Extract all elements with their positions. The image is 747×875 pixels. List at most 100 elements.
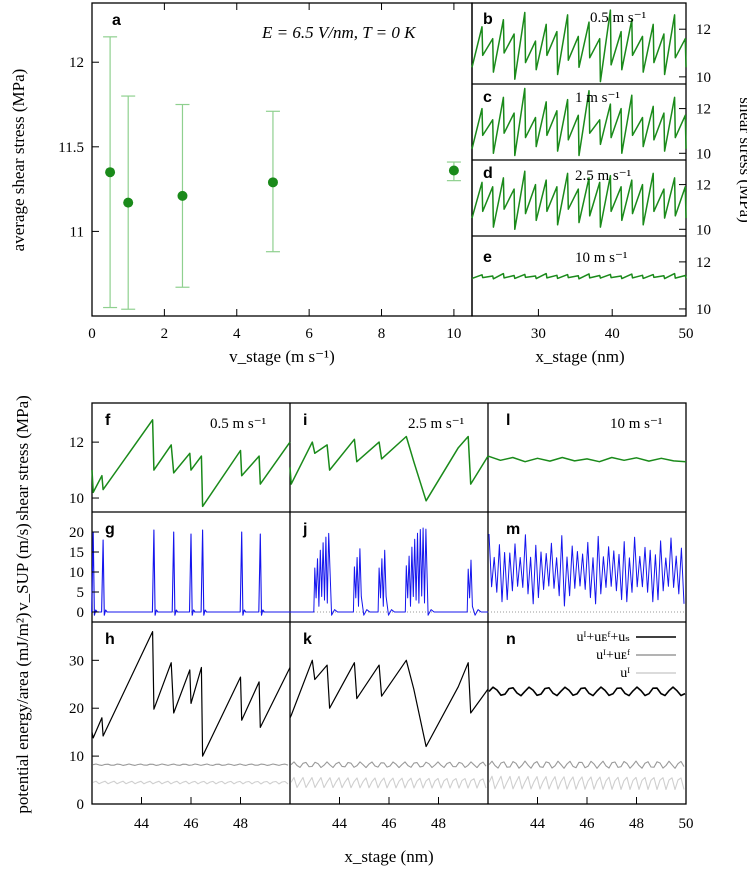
panel-label-a: a <box>112 12 121 29</box>
legend-label-i: uᴵ <box>620 666 630 681</box>
panel-f-ylabel: shear stress (MPa) <box>13 395 32 521</box>
y-tick-label: 0 <box>77 797 85 813</box>
panel-label-j: j <box>302 521 307 538</box>
panels-fn-ticks: 10 12 0 5 10 15 20 0 10 20 30 44 46 48 44 46 48 44 46 48 50 <box>69 435 694 832</box>
stress-series-c <box>471 87 687 157</box>
panel-label-e: e <box>483 249 492 266</box>
y-tick-label: 12 <box>69 55 84 71</box>
x-tick-label: 44 <box>530 816 546 832</box>
y-tick-label: 10 <box>69 749 84 765</box>
speed-label-f: 0.5 m s⁻¹ <box>210 416 266 432</box>
panels-b-e: 10 12 10 12 10 12 10 12 30 40 50 b c d e 0.5 m s⁻¹… <box>471 2 747 366</box>
x-tick-label: 44 <box>332 816 348 832</box>
y-tick-label: 10 <box>696 146 711 162</box>
x-tick-label: 48 <box>431 816 446 832</box>
y-tick-label: 10 <box>69 565 84 581</box>
data-point <box>123 197 134 208</box>
panel-h-ylabel: potential energy/area (mJ/m²) <box>13 612 32 813</box>
panel-a-xlabel: v_stage (m s⁻¹) <box>229 347 335 366</box>
x-tick-label: 50 <box>679 816 694 832</box>
x-tick-label: 0 <box>88 326 96 342</box>
x-tick-label: 48 <box>233 816 248 832</box>
panel-be-ylabel: shear stress (MPa) <box>736 97 747 223</box>
velocity-series-m <box>488 533 685 607</box>
energy-series-total-k <box>289 659 489 748</box>
x-tick-label: 50 <box>679 326 694 342</box>
x-tick-label: 10 <box>446 326 461 342</box>
y-tick-label: 10 <box>696 222 711 238</box>
y-tick-label: 10 <box>69 491 84 507</box>
stress-series-b <box>471 9 687 83</box>
speed-label-l: 10 m s⁻¹ <box>610 416 662 432</box>
data-point <box>448 165 459 176</box>
panel-label-c: c <box>483 89 492 106</box>
y-tick-label: 30 <box>69 653 84 669</box>
x-tick-label: 6 <box>305 326 313 342</box>
stress-series-l <box>487 455 687 463</box>
panel-a-frame <box>91 2 473 317</box>
data-point <box>177 190 188 201</box>
x-tick-label: 4 <box>233 326 241 342</box>
y-tick-label: 0 <box>77 605 85 621</box>
legend: uᴵ+uᴇᶠ+uₛ uᴵ+uᴇᶠ uᴵ <box>577 630 676 681</box>
legend-label-total: uᴵ+uᴇᶠ+uₛ <box>577 630 631 645</box>
energy-series-uIEF-k <box>290 761 487 769</box>
velocity-series-g <box>91 529 290 616</box>
stress-series-e <box>471 272 687 280</box>
x-tick-label: 44 <box>134 816 150 832</box>
y-tick-label: 12 <box>696 22 711 38</box>
x-tick-label: 40 <box>605 326 620 342</box>
x-tick-label: 2 <box>161 326 169 342</box>
panel-label-k: k <box>303 631 312 648</box>
speed-label-i: 2.5 m s⁻¹ <box>408 416 464 432</box>
velocity-series-j <box>290 527 488 616</box>
x-tick-label: 46 <box>580 816 596 832</box>
panel-a-annotation: E = 6.5 V/nm, T = 0 K <box>261 23 417 42</box>
energy-series-total-n <box>488 686 686 697</box>
y-tick-label: 12 <box>696 102 711 118</box>
stress-series-i <box>289 435 489 502</box>
y-tick-label: 11 <box>70 224 84 240</box>
x-tick-label: 48 <box>629 816 644 832</box>
y-tick-label: 11.5 <box>58 140 84 156</box>
y-tick-label: 20 <box>69 525 84 541</box>
y-tick-label: 10 <box>696 70 711 86</box>
speed-label-d: 2.5 m s⁻¹ <box>575 168 631 184</box>
data-point <box>267 177 278 188</box>
speed-label-e: 10 m s⁻¹ <box>575 250 627 266</box>
data-point <box>105 167 116 178</box>
panels-fn-marks <box>91 419 687 791</box>
panel-label-f: f <box>105 412 111 429</box>
x-tick-label: 30 <box>531 326 546 342</box>
energy-series-uI-h <box>92 780 289 785</box>
legend-label-ief: uᴵ+uᴇᶠ <box>596 648 630 663</box>
energy-series-uIEF-h <box>92 763 289 766</box>
speed-label-c: 1 m s⁻¹ <box>575 90 620 106</box>
panel-fn-xlabel: x_stage (nm) <box>344 847 433 866</box>
panel-label-g: g <box>105 521 115 538</box>
panel-be-xlabel: x_stage (nm) <box>535 347 624 366</box>
energy-series-uIEF-n <box>488 760 685 769</box>
panel-label-m: m <box>506 521 520 538</box>
speed-label-b: 0.5 m s⁻¹ <box>590 10 646 26</box>
energy-series-uI-k <box>290 776 487 789</box>
panel-label-l: l <box>506 412 510 429</box>
panel-a-ylabel: average shear stress (MPa) <box>9 69 28 252</box>
y-tick-label: 20 <box>69 701 84 717</box>
y-tick-label: 10 <box>696 302 711 318</box>
x-tick-label: 8 <box>378 326 386 342</box>
y-tick-label: 15 <box>69 545 84 561</box>
energy-series-total-h <box>91 630 291 757</box>
y-tick-label: 5 <box>77 585 85 601</box>
stress-series-d <box>471 170 687 231</box>
y-tick-label: 12 <box>696 178 711 194</box>
panels-be-marks <box>471 9 687 280</box>
y-tick-label: 12 <box>69 435 84 451</box>
x-tick-label: 46 <box>382 816 398 832</box>
panel-a-ticks: 0 2 4 6 8 10 11 11.5 12 <box>58 3 461 342</box>
energy-series-uI-n <box>488 775 685 791</box>
panel-label-b: b <box>483 11 493 28</box>
